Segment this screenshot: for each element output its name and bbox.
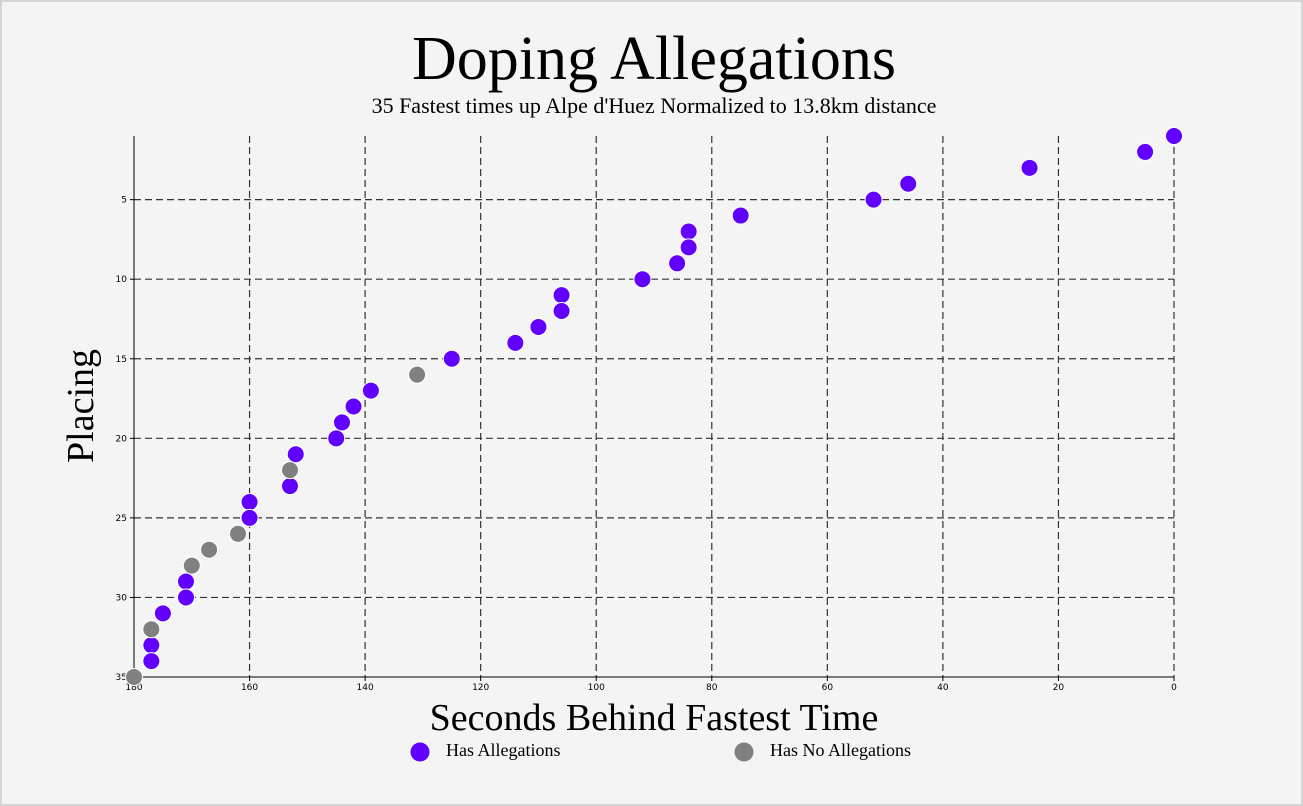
point-has-allegations xyxy=(552,302,571,321)
point-has-no-allegations xyxy=(142,620,161,639)
point-has-allegations xyxy=(1165,127,1183,145)
y-tick-label: 15 xyxy=(116,355,127,365)
point-has-allegations xyxy=(177,572,195,591)
x-tick-label: 0 xyxy=(1171,683,1177,693)
chart-title: Doping Allegations xyxy=(412,25,896,93)
point-has-allegations xyxy=(668,254,687,273)
grid-lines xyxy=(134,136,1175,677)
x-tick-label: 60 xyxy=(822,683,834,693)
chart-subtitle: 35 Fastest times up Alpe d'Huez Normaliz… xyxy=(372,93,937,118)
point-has-no-allegations xyxy=(281,461,299,480)
legend-label-has-no-allegations: Has No Allegations xyxy=(770,740,911,760)
tick-labels: 180 160 140 120 100 80 60 40 20 0 5 10 15 20 25 30 35 xyxy=(116,196,1178,693)
x-tick-label: 80 xyxy=(706,683,718,693)
point-has-allegations xyxy=(333,413,351,432)
y-tick-label: 30 xyxy=(116,593,128,603)
point-has-allegations xyxy=(327,429,346,448)
y-tick-label: 35 xyxy=(116,673,127,683)
point-has-no-allegations xyxy=(200,540,219,559)
y-axis-label: Placing xyxy=(60,349,102,463)
legend: Has Allegations Has No Allegations xyxy=(410,740,911,762)
point-has-no-allegations xyxy=(408,365,427,384)
legend-marker-has-no-allegations xyxy=(734,742,754,762)
y-tick-label: 5 xyxy=(121,196,127,206)
legend-label-has-allegations: Has Allegations xyxy=(446,740,561,760)
y-tick-label: 10 xyxy=(116,275,128,285)
x-tick-label: 180 xyxy=(125,683,142,693)
x-tick-label: 40 xyxy=(937,683,949,693)
point-has-allegations xyxy=(633,270,652,289)
data-points xyxy=(125,127,1183,686)
point-has-allegations xyxy=(153,604,172,623)
x-tick-label: 120 xyxy=(472,683,489,693)
point-has-allegations xyxy=(142,652,161,671)
point-has-allegations xyxy=(731,206,750,225)
point-has-no-allegations xyxy=(125,668,143,686)
point-has-no-allegations xyxy=(229,524,247,543)
point-has-allegations xyxy=(142,636,161,655)
x-tick-label: 160 xyxy=(241,683,258,693)
x-tick-label: 100 xyxy=(588,683,605,693)
axes xyxy=(133,136,1174,678)
point-has-allegations xyxy=(679,222,698,241)
point-has-allegations xyxy=(344,397,363,416)
x-axis-label: Seconds Behind Fastest Time xyxy=(430,697,879,739)
point-has-allegations xyxy=(361,381,380,400)
point-has-allegations xyxy=(286,445,305,464)
y-tick-label: 25 xyxy=(116,514,127,524)
point-has-allegations xyxy=(899,174,918,193)
point-has-allegations xyxy=(177,588,195,607)
point-has-no-allegations xyxy=(182,556,201,575)
point-has-allegations xyxy=(506,333,525,352)
point-has-allegations xyxy=(442,349,461,368)
point-has-allegations xyxy=(864,190,883,209)
point-has-allegations xyxy=(679,238,698,257)
point-has-allegations xyxy=(281,477,299,496)
point-has-allegations xyxy=(240,492,259,511)
point-has-allegations xyxy=(552,286,571,305)
y-tick-label: 20 xyxy=(116,434,128,444)
point-has-allegations xyxy=(240,508,259,527)
x-tick-label: 140 xyxy=(357,683,374,693)
point-has-allegations xyxy=(1136,142,1155,161)
x-tick-label: 20 xyxy=(1053,683,1065,693)
legend-marker-has-allegations xyxy=(410,742,430,762)
point-has-allegations xyxy=(1020,158,1039,177)
point-has-allegations xyxy=(529,317,548,336)
